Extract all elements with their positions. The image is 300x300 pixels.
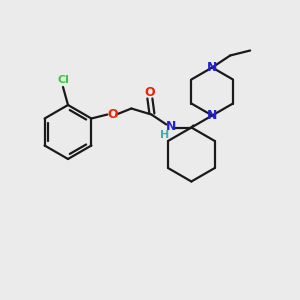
Text: N: N <box>207 109 217 122</box>
Text: Cl: Cl <box>57 75 69 85</box>
Text: N: N <box>207 61 217 74</box>
Text: N: N <box>166 120 177 133</box>
Text: O: O <box>145 86 155 99</box>
Text: H: H <box>160 130 169 140</box>
Text: O: O <box>107 108 118 121</box>
